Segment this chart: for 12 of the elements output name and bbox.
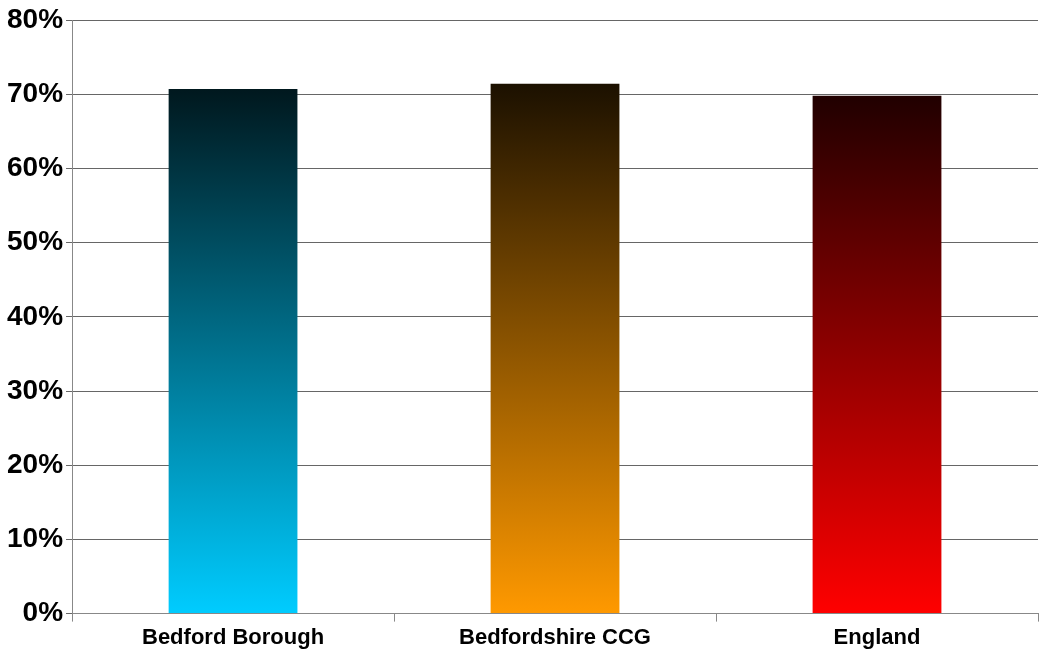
x-tick-label: Bedford Borough	[141, 623, 325, 649]
y-tick-label: 0%	[22, 596, 64, 628]
y-tick-label: 40%	[6, 299, 64, 331]
y-tick-label: 80%	[6, 2, 64, 34]
y-tick-label: 60%	[6, 151, 64, 183]
y-tick-label: 20%	[6, 447, 64, 479]
x-tick-label: England	[833, 623, 921, 649]
y-tick-label: 30%	[6, 373, 64, 405]
y-tick-label: 70%	[6, 76, 64, 108]
y-tick-label: 50%	[6, 225, 64, 257]
y-tick-label: 10%	[6, 522, 64, 554]
x-tick-label: Bedfordshire CCG	[459, 623, 651, 649]
